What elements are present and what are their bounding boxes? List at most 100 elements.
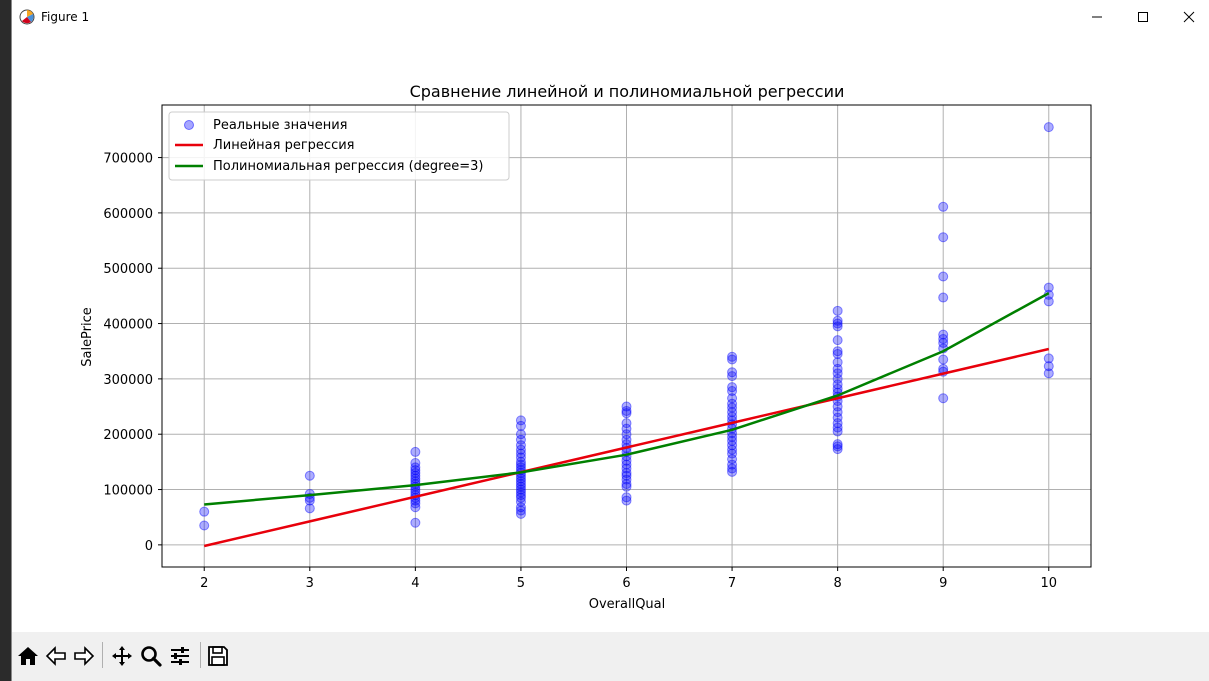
scatter-point [515, 429, 526, 440]
back-icon [45, 646, 66, 666]
home-button[interactable] [14, 642, 42, 670]
scatter-point [727, 448, 738, 459]
scatter-point [515, 434, 526, 445]
scatter-point [832, 426, 843, 437]
scatter-point [515, 473, 526, 484]
save-button[interactable] [204, 642, 232, 670]
maximize-button[interactable] [1120, 0, 1166, 34]
toolbar-separator [102, 642, 103, 668]
y-tick-label: 700000 [103, 152, 153, 167]
legend-box [168, 111, 510, 181]
scatter-point [304, 503, 315, 514]
scatter-point [1043, 282, 1054, 293]
scatter-point [515, 452, 526, 463]
scatter-point [727, 382, 738, 393]
matplotlib-app-icon [19, 9, 35, 25]
legend-label-linear: Линейная регрессия [213, 138, 354, 153]
scatter-point [621, 401, 632, 412]
figure-canvas[interactable]: Сравнение линейной и полиномиальной регр… [12, 34, 1209, 632]
scatter-point [727, 386, 738, 397]
scatter-point [515, 415, 526, 426]
scatter-point [410, 457, 421, 468]
pan-button[interactable] [108, 642, 136, 670]
scatter-point [621, 408, 632, 419]
y-tick-label: 400000 [103, 318, 153, 333]
scatter-point [621, 463, 632, 474]
x-tick-label: 4 [411, 576, 419, 591]
scatter-point [832, 321, 843, 332]
scatter-point [832, 315, 843, 326]
scatter-point [515, 505, 526, 516]
scatter-point [621, 481, 632, 492]
scatter-point [938, 337, 949, 348]
scatter-point [410, 467, 421, 478]
legend-label-poly: Полиномиальная регрессия (degree=3) [213, 159, 483, 174]
title-bar[interactable]: Figure 1 [12, 0, 1209, 34]
scatter-point [727, 466, 738, 477]
forward-button[interactable] [70, 642, 98, 670]
scatter-point [410, 462, 421, 473]
navigation-toolbar [12, 632, 1209, 681]
scatter-point [832, 335, 843, 346]
scatter-point [727, 393, 738, 404]
maximize-icon [1138, 12, 1148, 22]
scatter-point [832, 346, 843, 357]
scatter-point [515, 420, 526, 431]
chart-svg: Сравнение линейной и полиномиальной регр… [80, 82, 1092, 612]
scatter-point [1043, 368, 1054, 379]
scatter-point [515, 476, 526, 487]
toolbar-separator [200, 642, 201, 668]
scatter-point [832, 368, 843, 379]
scatter-points [199, 122, 1054, 531]
scatter-point [832, 373, 843, 384]
scatter-point [938, 393, 949, 404]
scatter-point [621, 495, 632, 506]
scatter-point [515, 481, 526, 492]
scatter-point [304, 470, 315, 481]
scatter-point [727, 411, 738, 422]
scatter-point [727, 398, 738, 409]
scatter-point [621, 467, 632, 478]
close-button[interactable] [1166, 0, 1209, 34]
regression-lines [203, 292, 1050, 548]
scatter-point [621, 418, 632, 429]
scatter-point [727, 407, 738, 418]
x-tick-label: 8 [833, 576, 841, 591]
configure-subplots-button[interactable] [166, 642, 194, 670]
minimize-button[interactable] [1074, 0, 1120, 34]
scatter-point [832, 305, 843, 316]
scatter-point [832, 412, 843, 423]
scatter-point [515, 459, 526, 470]
back-button[interactable] [42, 642, 70, 670]
scatter-point [938, 201, 949, 212]
y-axis-label: SalePrice [80, 307, 95, 367]
scatter-point [727, 444, 738, 455]
y-tick-label: 100000 [103, 484, 153, 499]
scatter-point [515, 492, 526, 503]
scatter-point [410, 446, 421, 457]
scatter-point [727, 454, 738, 465]
scatter-point [727, 367, 738, 378]
scatter-point [832, 439, 843, 450]
scatter-point [727, 463, 738, 474]
scatter-point [832, 444, 843, 455]
x-tick-label: 6 [622, 576, 630, 591]
scatter-point [938, 232, 949, 243]
x-tick-label: 9 [939, 576, 947, 591]
legend-marker-scatter [184, 120, 194, 130]
scatter-point [621, 429, 632, 440]
zoom-button[interactable] [137, 642, 165, 670]
x-tick-label: 7 [728, 576, 736, 591]
scatter-point [727, 459, 738, 470]
scatter-point [1043, 122, 1054, 133]
scatter-point [832, 383, 843, 394]
configure-subplots-icon [171, 647, 189, 665]
scatter-point [515, 490, 526, 501]
scatter-point [621, 459, 632, 470]
legend-label-scatter: Реальные значения [213, 118, 348, 133]
scatter-point [515, 479, 526, 490]
scatter-point [832, 401, 843, 412]
scatter-point [832, 363, 843, 374]
scatter-point [621, 423, 632, 434]
scatter-point [727, 351, 738, 362]
